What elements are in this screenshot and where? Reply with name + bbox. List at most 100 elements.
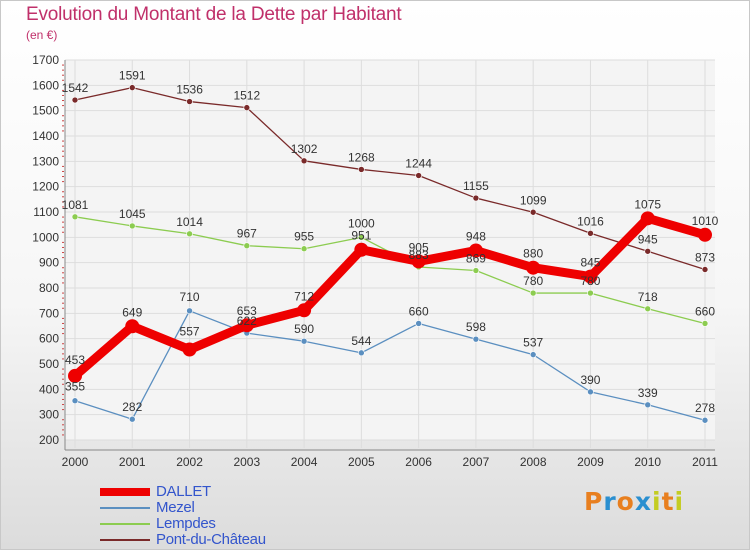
y-tick-label: 1100 <box>33 205 59 219</box>
legend-label: Pont-du-Château <box>156 531 266 548</box>
data-label: 712 <box>294 289 314 303</box>
data-point <box>186 230 193 238</box>
series-line-mezel <box>74 310 706 421</box>
data-label: 967 <box>237 227 257 241</box>
data-point <box>358 234 365 241</box>
data-label: 718 <box>638 290 658 304</box>
legend-swatch <box>100 523 150 525</box>
chart-title: Evolution du Montant de la Dette par Hab… <box>26 4 402 25</box>
data-label: 339 <box>638 386 658 400</box>
data-label: 945 <box>638 232 658 246</box>
legend-item: Mezel <box>100 499 360 516</box>
data-label: 1000 <box>348 216 375 230</box>
data-label: 780 <box>580 274 600 288</box>
data-point <box>186 307 193 315</box>
legend-swatch <box>100 488 150 496</box>
data-label: 1536 <box>176 83 203 97</box>
data-point <box>587 229 594 237</box>
data-point <box>644 401 652 409</box>
data-point <box>300 157 308 165</box>
series-layer <box>68 84 712 424</box>
data-point <box>415 320 422 327</box>
data-point <box>529 289 537 297</box>
data-label: 869 <box>466 252 486 266</box>
data-label: 951 <box>351 229 371 243</box>
y-tick-label: 1400 <box>32 129 59 143</box>
data-point <box>529 208 537 216</box>
x-tick-label: 2004 <box>291 455 318 469</box>
legend-item: Pont-du-Château <box>100 531 360 548</box>
proxiti-logo: Proxiti <box>584 487 684 516</box>
data-label: 883 <box>409 248 429 262</box>
data-point <box>358 166 365 173</box>
data-point <box>701 320 709 327</box>
data-point <box>358 349 365 357</box>
data-label: 278 <box>695 401 715 415</box>
data-label: 598 <box>466 320 486 334</box>
data-point <box>128 222 136 230</box>
data-point <box>182 342 197 357</box>
legend-swatch <box>100 539 150 541</box>
data-label: 282 <box>122 400 142 414</box>
legend-label: Lempdes <box>156 515 216 532</box>
data-label: 1045 <box>119 207 146 221</box>
legend-label: Mezel <box>156 499 195 516</box>
data-point <box>644 247 652 255</box>
data-point <box>701 266 709 273</box>
data-label: 557 <box>180 325 200 339</box>
logo-letter: t <box>661 487 675 516</box>
y-tick-label: 500 <box>39 357 59 371</box>
data-point <box>68 368 82 383</box>
x-tick-label: 2009 <box>577 455 604 469</box>
data-label: 905 <box>409 240 429 254</box>
x-tick-label: 2005 <box>348 455 375 469</box>
legend-item: Lempdes <box>100 515 360 532</box>
data-label: 649 <box>122 305 142 319</box>
data-label: 653 <box>237 304 257 318</box>
grid <box>65 59 715 448</box>
data-label: 660 <box>695 304 715 318</box>
data-point <box>243 242 251 249</box>
x-tick-label: 2010 <box>634 455 661 469</box>
x-tick-label: 2006 <box>405 455 432 469</box>
y-tick-label: 600 <box>39 332 59 346</box>
data-point <box>583 269 598 284</box>
x-tick-label: 2011 <box>692 455 718 469</box>
data-point <box>640 211 655 226</box>
data-point <box>297 303 312 318</box>
data-point <box>354 242 369 257</box>
data-label: 622 <box>237 314 257 328</box>
x-tick-label: 2007 <box>463 455 490 469</box>
data-point <box>415 172 422 179</box>
data-label: 1302 <box>291 142 318 156</box>
data-point <box>587 289 594 297</box>
data-point <box>526 260 541 275</box>
logo-letter: x <box>634 487 652 516</box>
x-tick-label: 2003 <box>233 455 260 469</box>
data-point <box>71 96 79 104</box>
data-label: 537 <box>523 336 543 350</box>
data-point <box>411 254 426 269</box>
data-point <box>472 335 480 343</box>
data-point <box>71 213 79 221</box>
data-label: 873 <box>695 251 715 265</box>
data-point <box>472 194 480 202</box>
legend-swatch <box>100 507 150 509</box>
x-tick-label: 2008 <box>520 455 547 469</box>
x-tick-label: 2002 <box>176 455 203 469</box>
data-point <box>239 318 254 333</box>
data-point <box>701 416 709 424</box>
data-point <box>698 227 712 242</box>
data-point <box>125 319 140 334</box>
axes: 200 300 400 500 600 700 800 900 1000 1100 1200 1300… <box>32 53 718 469</box>
y-tick-label: 1000 <box>32 230 59 244</box>
data-point <box>128 84 136 91</box>
y-tick-label: 1500 <box>32 104 59 118</box>
y-tick-label: 700 <box>39 306 59 320</box>
data-label: 1244 <box>405 157 432 171</box>
data-label: 1268 <box>348 150 375 164</box>
data-label: 390 <box>580 373 600 387</box>
data-label: 355 <box>65 380 85 394</box>
y-tick-label: 1700 <box>32 53 59 67</box>
